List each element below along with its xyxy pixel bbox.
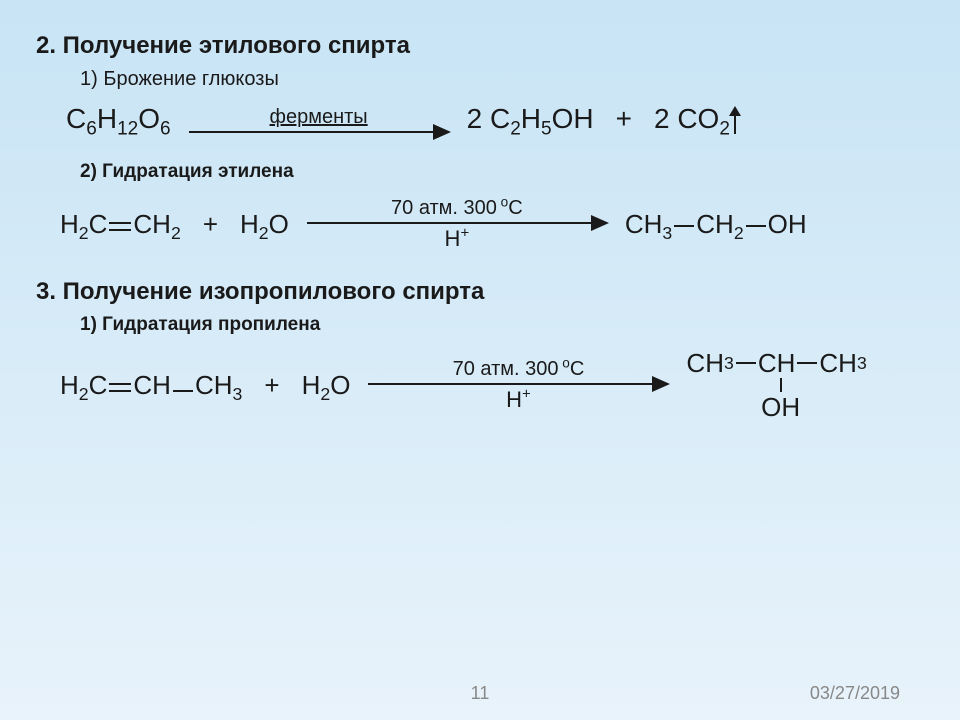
equation-fermentation: C6H12O6 ферменты 2 C2H5OH + 2 CO2 bbox=[66, 103, 924, 135]
arrow-2-bottom: H+ bbox=[445, 226, 470, 252]
arrow-line bbox=[368, 383, 668, 385]
isopropanol-struct: CH3CHCH3 OH bbox=[686, 350, 866, 420]
oh-group: OH bbox=[761, 394, 800, 420]
method-3-1-label: 1) Гидратация пропилена bbox=[80, 314, 924, 336]
arrow-2-top: 70 атм. 300 oC bbox=[391, 197, 523, 220]
reaction-arrow-1: ферменты bbox=[189, 106, 449, 133]
method-2-2-label: 2) Гидратация этилена bbox=[80, 161, 924, 183]
plus-sign: + bbox=[203, 209, 218, 240]
reaction-arrow-3: 70 атм. 300 oC H+ bbox=[368, 358, 668, 413]
plus-sign: + bbox=[264, 370, 279, 401]
section-3-title: 3. Получение изопропилового спирта bbox=[36, 278, 924, 306]
arrow-line bbox=[189, 131, 449, 133]
footer-date: 03/27/2019 bbox=[810, 683, 900, 704]
arrow-3-top: 70 атм. 300 oC bbox=[453, 358, 585, 381]
arrow-line bbox=[307, 222, 607, 224]
propylene-formula: H2CCHCH3 bbox=[60, 370, 242, 401]
equation-hydration-ethylene: H2CCH2 + H2O 70 атм. 300 oC H+ CH3CH2OH bbox=[60, 197, 924, 252]
section-2-title: 2. Получение этилового спирта bbox=[36, 32, 924, 60]
page-number: 11 bbox=[471, 683, 490, 704]
water-formula: H2O bbox=[240, 209, 289, 240]
arrow-3-bottom: H+ bbox=[506, 387, 531, 413]
gas-arrow-icon bbox=[734, 108, 736, 134]
co2-product: 2 CO2 bbox=[654, 103, 736, 135]
reaction-arrow-2: 70 атм. 300 oC H+ bbox=[307, 197, 607, 252]
ethanol-product: 2 C2H5OH bbox=[467, 103, 594, 135]
slide-footer: 11 03/27/2019 bbox=[0, 683, 960, 704]
method-2-1-label: 1) Брожение глюкозы bbox=[80, 68, 924, 91]
equation-hydration-propylene: H2CCHCH3 + H2O 70 атм. 300 oC H+ CH3CHCH… bbox=[60, 350, 924, 420]
ethanol-struct: CH3CH2OH bbox=[625, 209, 807, 240]
arrow-1-condition: ферменты bbox=[270, 106, 368, 129]
ethylene-formula: H2CCH2 bbox=[60, 209, 181, 240]
vertical-bond-icon bbox=[780, 378, 782, 392]
water-formula: H2O bbox=[302, 370, 351, 401]
plus-sign: + bbox=[616, 103, 632, 135]
glucose-formula: C6H12O6 bbox=[66, 103, 171, 135]
slide-content: 2. Получение этилового спирта 1) Брожени… bbox=[0, 0, 960, 478]
